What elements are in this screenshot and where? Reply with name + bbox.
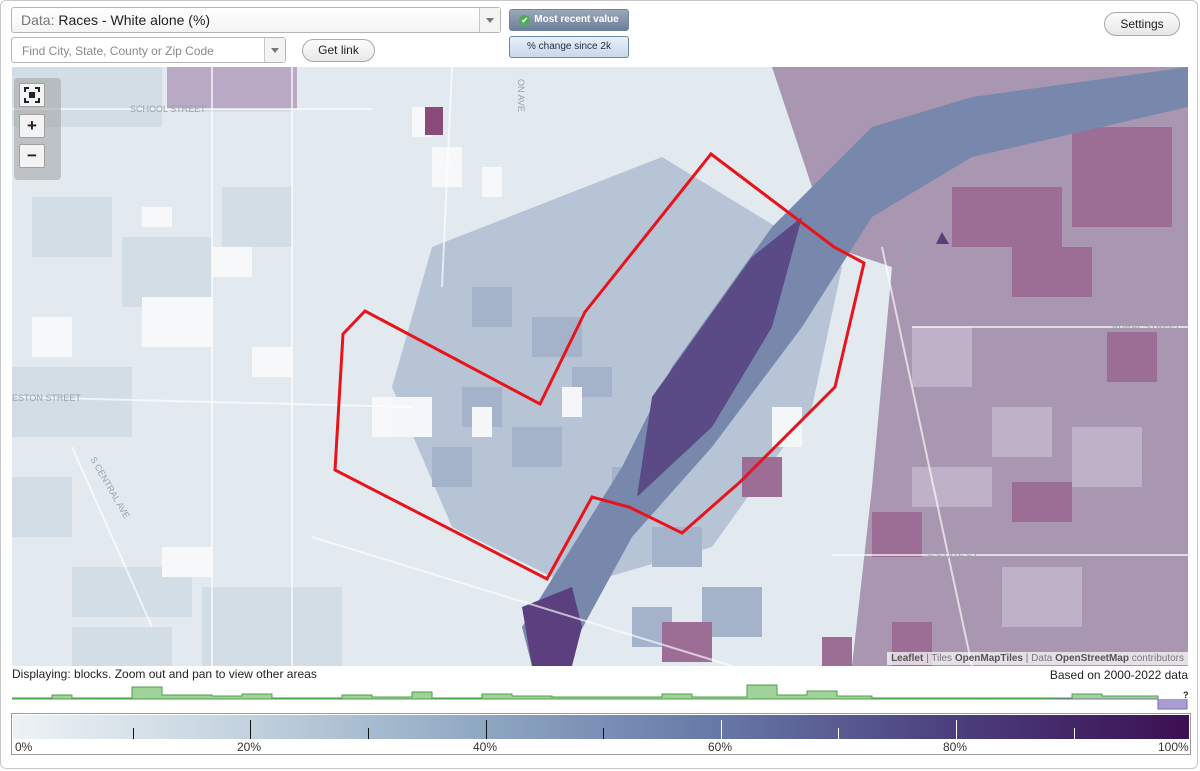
legend-tick — [721, 720, 722, 739]
legend-label-80: 80% — [943, 740, 968, 754]
data-select-prefix: Data: — [21, 12, 55, 28]
landmark-icon — [936, 232, 949, 244]
data-select[interactable]: Data: Races - White alone (%) — [11, 7, 501, 33]
percent-change-toggle[interactable]: % change since 2k — [509, 36, 629, 58]
leaflet-link[interactable]: Leaflet — [891, 653, 924, 664]
get-link-button[interactable]: Get link — [302, 39, 375, 62]
most-recent-value-toggle[interactable]: ✔ Most recent value — [509, 9, 629, 31]
zoom-in-button[interactable]: + — [19, 114, 45, 138]
legend-tick — [486, 720, 487, 739]
search-input[interactable] — [20, 39, 264, 63]
legend-tick — [603, 728, 604, 739]
street-label-eston: ESTON STREET — [12, 393, 81, 403]
check-icon: ✔ — [519, 15, 531, 26]
color-legend: 0% 20% 40% 60% 80% 100% — [11, 713, 1191, 755]
legend-label-20: 20% — [237, 740, 262, 754]
most-recent-value-label: Most recent value — [534, 14, 619, 25]
legend-label-60: 60% — [708, 740, 733, 754]
value-histogram: ? — [12, 684, 1189, 710]
street-label-school: SCHOOL STREET — [130, 104, 206, 114]
fullscreen-button[interactable] — [19, 83, 45, 107]
legend-gradient — [13, 715, 1189, 739]
location-search[interactable] — [11, 37, 286, 63]
legend-label-0: 0% — [15, 740, 33, 754]
attrib-tiles-prefix: Tiles — [931, 653, 955, 664]
legend-tick — [368, 728, 369, 739]
street-label-state: E STATE ST — [928, 551, 979, 561]
map-controls: + − — [14, 78, 61, 180]
data-select-value: Races - White alone (%) — [58, 12, 211, 28]
chevron-down-icon[interactable] — [264, 38, 285, 62]
legend-label-100: 100% — [1158, 740, 1189, 754]
openmaptiles-link[interactable]: OpenMapTiles — [954, 653, 1023, 664]
histogram-marker: ? — [1183, 690, 1189, 700]
legend-tick — [1074, 728, 1075, 739]
settings-button[interactable]: Settings — [1104, 12, 1180, 36]
data-range-note: Based on 2000-2022 data — [1049, 668, 1188, 682]
fullscreen-icon — [24, 87, 40, 103]
legend-tick — [956, 720, 957, 739]
attrib-sep: | — [923, 653, 932, 664]
legend-tick — [838, 728, 839, 739]
choropleth-map[interactable]: SCHOOL STREET ESTON STREET S CENTRAL AVE… — [12, 67, 1188, 666]
legend-tick — [133, 728, 134, 739]
legend-tick — [250, 720, 251, 739]
attrib-contrib: contributors — [1128, 653, 1184, 664]
openstreetmap-link[interactable]: OpenStreetMap — [1055, 653, 1129, 664]
attrib-data-prefix: | Data — [1023, 653, 1056, 664]
selection-outline — [333, 151, 866, 582]
street-label-rural: RURAL STREET — [1112, 322, 1181, 332]
legend-label-40: 40% — [473, 740, 498, 754]
zoom-out-button[interactable]: − — [19, 144, 45, 168]
display-status: Displaying: blocks. Zoom out and pan to … — [12, 667, 317, 681]
map-attribution: Leaflet | Tiles OpenMapTiles | Data Open… — [887, 652, 1188, 665]
map-view[interactable]: SCHOOL STREET ESTON STREET S CENTRAL AVE… — [12, 67, 1188, 666]
street-label-ave: ON AVE — [516, 79, 526, 112]
chevron-down-icon[interactable] — [479, 8, 500, 32]
